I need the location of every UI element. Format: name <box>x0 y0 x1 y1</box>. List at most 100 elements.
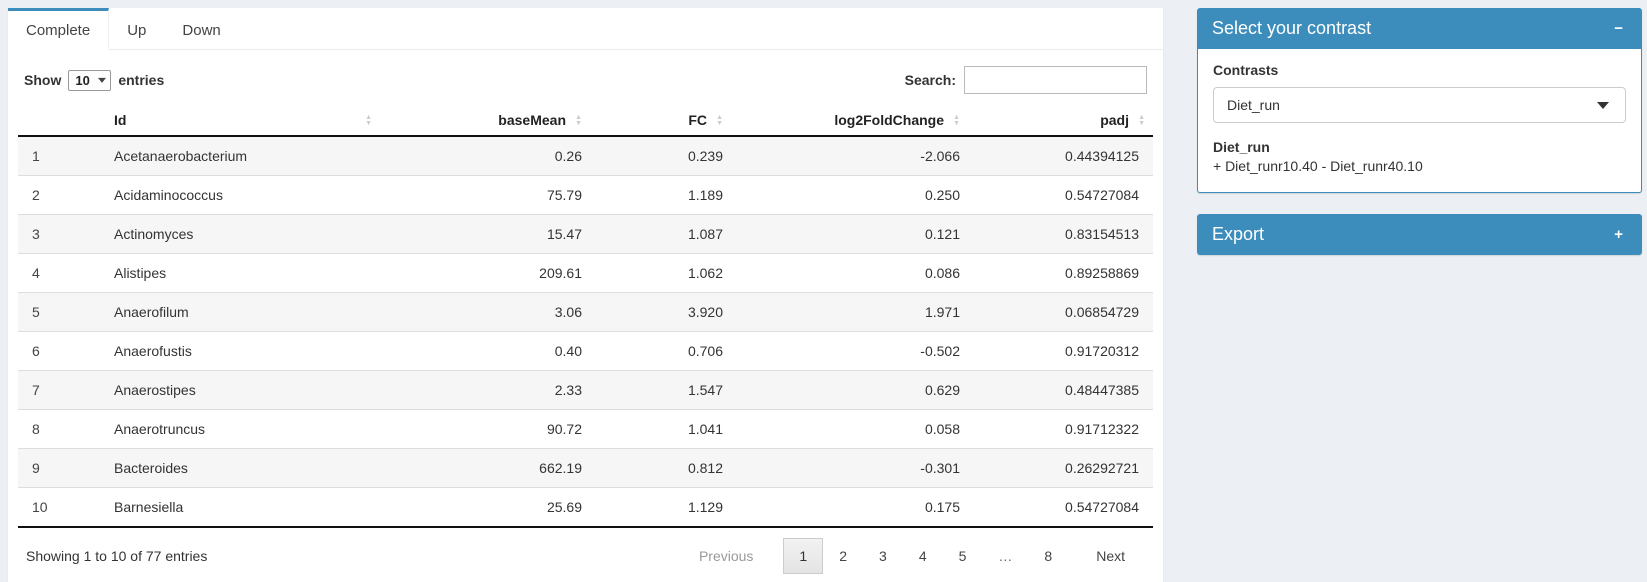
cell-padj: 0.54727084 <box>968 488 1153 528</box>
column-header-padj[interactable]: padj▲▼ <box>968 106 1153 136</box>
cell-fc: 1.062 <box>590 254 731 293</box>
cell-fc: 1.129 <box>590 488 731 528</box>
cell-id: Anaerofilum <box>106 293 380 332</box>
cell-log2foldchange: 0.058 <box>731 410 968 449</box>
table-row: 2Acidaminococcus75.791.1890.2500.5472708… <box>18 176 1153 215</box>
row-number-cell: 1 <box>18 136 106 176</box>
cell-padj: 0.91720312 <box>968 332 1153 371</box>
table-row: 8Anaerotruncus90.721.0410.0580.91712322 <box>18 410 1153 449</box>
table-info: Showing 1 to 10 of 77 entries <box>24 548 207 564</box>
table-row: 6Anaerofustis0.400.706-0.5020.91720312 <box>18 332 1153 371</box>
column-header-fc[interactable]: FC▲▼ <box>590 106 731 136</box>
contrasts-label: Contrasts <box>1213 62 1626 78</box>
table-row: 5Anaerofilum3.063.9201.9710.06854729 <box>18 293 1153 332</box>
sort-both-icon: ▲▼ <box>365 115 372 127</box>
cell-id: Acetanaerobacterium <box>106 136 380 176</box>
row-number-cell: 6 <box>18 332 106 371</box>
show-label: Show <box>24 72 61 88</box>
results-tabs: Complete Up Down <box>8 8 1163 50</box>
cell-basemean: 3.06 <box>380 293 590 332</box>
search-input[interactable] <box>964 66 1147 94</box>
export-panel-header: Export + <box>1197 214 1642 255</box>
cell-basemean: 209.61 <box>380 254 590 293</box>
search-control: Search: <box>905 66 1147 94</box>
row-number-cell: 3 <box>18 215 106 254</box>
column-header-basemean[interactable]: baseMean▲▼ <box>380 106 590 136</box>
cell-log2foldchange: 0.175 <box>731 488 968 528</box>
cell-log2foldchange: 0.250 <box>731 176 968 215</box>
page-button-5[interactable]: 5 <box>943 538 983 574</box>
cell-log2foldchange: -0.301 <box>731 449 968 488</box>
row-number-cell: 7 <box>18 371 106 410</box>
page: Complete Up Down Show 10 entries Searc <box>0 0 1647 582</box>
table-header: Id▲▼baseMean▲▼FC▲▼log2FoldChange▲▼padj▲▼ <box>18 106 1153 136</box>
contrast-panel: Select your contrast − Contrasts Diet_ru… <box>1197 8 1642 193</box>
pagination-next[interactable]: Next <box>1080 538 1141 574</box>
cell-fc: 1.189 <box>590 176 731 215</box>
cell-fc: 0.812 <box>590 449 731 488</box>
cell-padj: 0.44394125 <box>968 136 1153 176</box>
cell-padj: 0.91712322 <box>968 410 1153 449</box>
cell-padj: 0.48447385 <box>968 371 1153 410</box>
pagination-previous[interactable]: Previous <box>683 538 769 574</box>
pagination-ellipsis: … <box>982 538 1028 574</box>
contrast-panel-title: Select your contrast <box>1212 18 1371 39</box>
cell-basemean: 0.40 <box>380 332 590 371</box>
cell-basemean: 15.47 <box>380 215 590 254</box>
cell-padj: 0.06854729 <box>968 293 1153 332</box>
results-table: Id▲▼baseMean▲▼FC▲▼log2FoldChange▲▼padj▲▼… <box>18 106 1153 528</box>
cell-id: Anaerotruncus <box>106 410 380 449</box>
row-number-cell: 2 <box>18 176 106 215</box>
export-panel: Export + <box>1197 214 1642 255</box>
cell-id: Anaerofustis <box>106 332 380 371</box>
contrast-formula: + Diet_runr10.40 - Diet_runr40.10 <box>1213 158 1626 174</box>
tab-down[interactable]: Down <box>164 8 238 50</box>
sort-both-icon: ▲▼ <box>575 115 582 127</box>
contrast-select[interactable]: Diet_run <box>1213 87 1626 123</box>
sort-both-icon: ▲▼ <box>716 115 723 127</box>
tab-up[interactable]: Up <box>109 8 164 50</box>
sort-both-icon: ▲▼ <box>1138 115 1145 127</box>
cell-log2foldchange: 0.121 <box>731 215 968 254</box>
page-button-1[interactable]: 1 <box>783 538 823 574</box>
cell-basemean: 2.33 <box>380 371 590 410</box>
cell-basemean: 0.26 <box>380 136 590 176</box>
entries-label: entries <box>118 72 164 88</box>
cell-basemean: 662.19 <box>380 449 590 488</box>
expand-plus-icon[interactable]: + <box>1610 225 1627 244</box>
cell-padj: 0.83154513 <box>968 215 1153 254</box>
results-card: Complete Up Down Show 10 entries Searc <box>8 8 1163 582</box>
entries-select[interactable]: 10 <box>68 70 111 91</box>
tab-complete[interactable]: Complete <box>8 8 109 50</box>
page-button-2[interactable]: 2 <box>823 538 863 574</box>
page-button-3[interactable]: 3 <box>863 538 903 574</box>
cell-id: Barnesiella <box>106 488 380 528</box>
cell-fc: 1.087 <box>590 215 731 254</box>
cell-padj: 0.54727084 <box>968 176 1153 215</box>
cell-padj: 0.26292721 <box>968 449 1153 488</box>
cell-fc: 0.239 <box>590 136 731 176</box>
search-label: Search: <box>905 72 956 88</box>
page-button-8[interactable]: 8 <box>1028 538 1068 574</box>
row-number-cell: 10 <box>18 488 106 528</box>
row-number-cell: 4 <box>18 254 106 293</box>
cell-log2foldchange: -0.502 <box>731 332 968 371</box>
cell-basemean: 25.69 <box>380 488 590 528</box>
cell-fc: 3.920 <box>590 293 731 332</box>
cell-basemean: 90.72 <box>380 410 590 449</box>
cell-id: Anaerostipes <box>106 371 380 410</box>
sort-both-icon: ▲▼ <box>953 115 960 127</box>
tab-content: Show 10 entries Search: <box>8 50 1163 582</box>
column-header-id[interactable]: Id▲▼ <box>106 106 380 136</box>
page-button-4[interactable]: 4 <box>903 538 943 574</box>
cell-log2foldchange: 0.086 <box>731 254 968 293</box>
table-row: 4Alistipes209.611.0620.0860.89258869 <box>18 254 1153 293</box>
table-row: 7Anaerostipes2.331.5470.6290.48447385 <box>18 371 1153 410</box>
cell-padj: 0.89258869 <box>968 254 1153 293</box>
column-header-log2foldchange[interactable]: log2FoldChange▲▼ <box>731 106 968 136</box>
collapse-minus-icon[interactable]: − <box>1610 19 1627 38</box>
table-row: 9Bacteroides662.190.812-0.3010.26292721 <box>18 449 1153 488</box>
contrast-panel-body: Contrasts Diet_run Diet_run + Diet_runr1… <box>1197 49 1642 193</box>
row-number-cell: 5 <box>18 293 106 332</box>
cell-log2foldchange: 1.971 <box>731 293 968 332</box>
